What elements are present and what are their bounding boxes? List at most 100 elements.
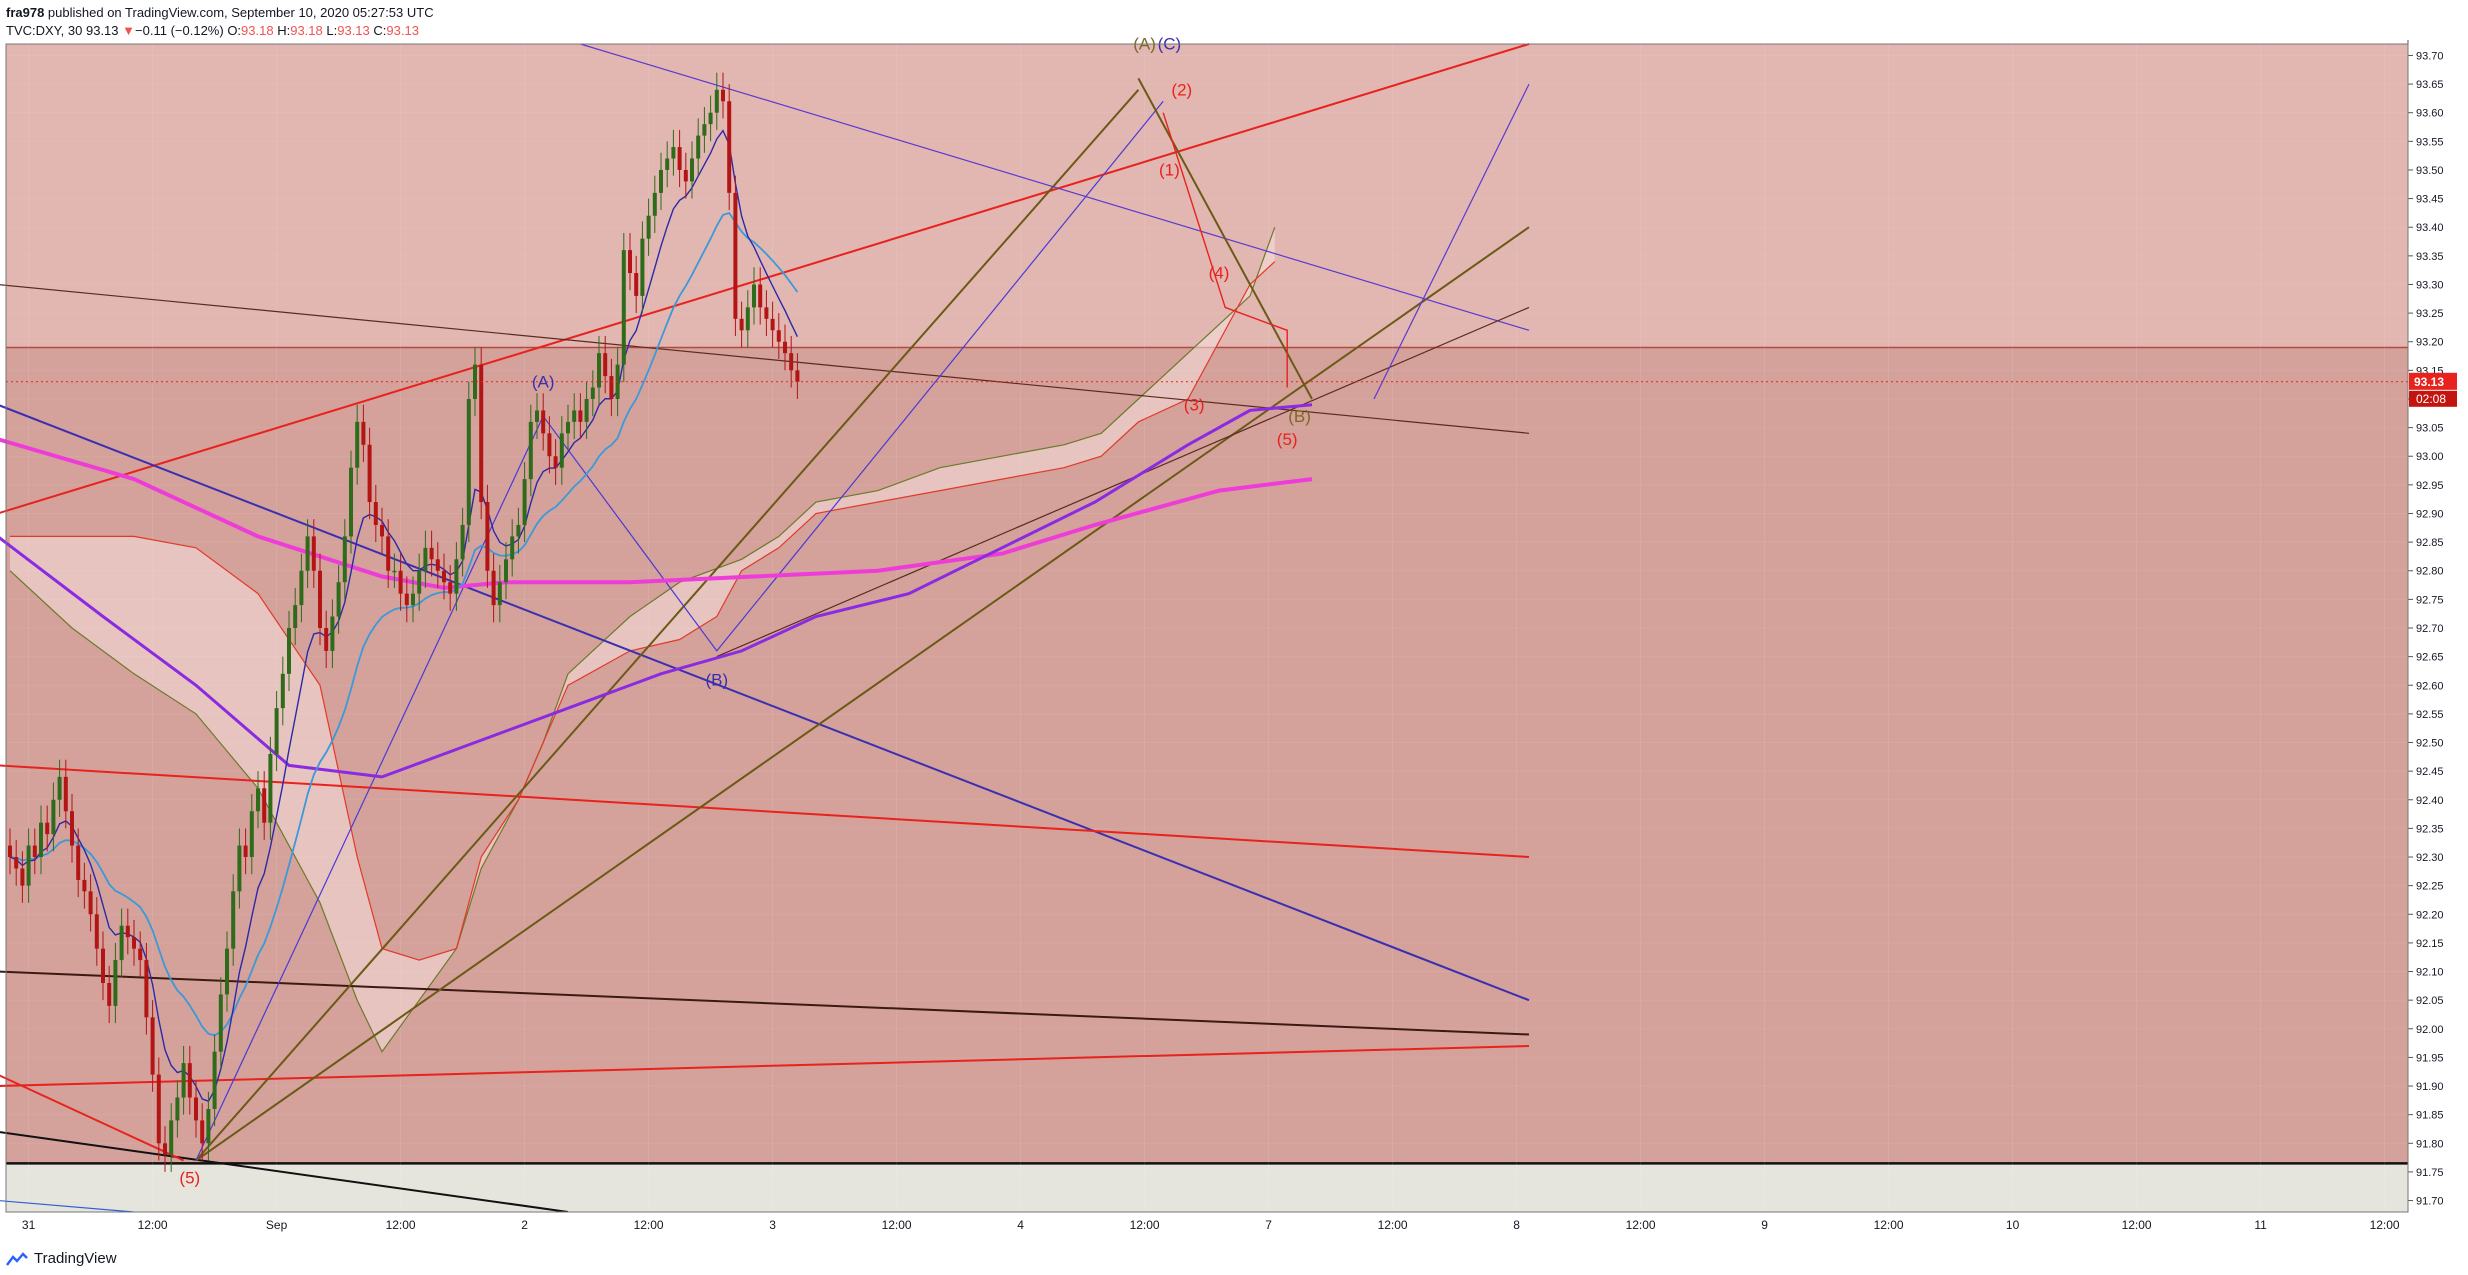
publisher-name[interactable]: fra978 [6,5,45,20]
time-tick-label: 12:00 [1130,1218,1160,1232]
time-tick-label: 3 [769,1218,776,1232]
candle-body [293,605,298,628]
wave-label: (A) [532,373,555,392]
price-tick-label: 92.85 [2416,537,2444,549]
trend-line [195,226,1530,1162]
price-tick-label: 93.60 [2416,108,2444,120]
candle-body [628,250,632,274]
footer-brand[interactable]: TradingView [34,1250,117,1267]
candle-body [367,444,372,503]
candle-body [287,628,291,674]
candle-body [88,891,93,915]
price-tick-label: 92.15 [2416,938,2444,950]
candle-body [435,559,440,571]
chart-header: fra978 published on TradingView.com, Sep… [6,4,434,40]
candle-body [702,124,707,136]
candle-body [745,307,750,331]
price-tick-label: 92.90 [2416,508,2444,520]
price-tick-label: 92.45 [2416,766,2444,778]
price-tick-label: 93.20 [2416,337,2444,349]
price-tick-label: 91.75 [2416,1167,2444,1179]
candle-body [721,89,725,102]
candle-body [466,398,471,525]
candle-body [671,147,676,159]
price-tick-label: 93.40 [2416,222,2444,234]
price-tick-label: 91.95 [2416,1052,2444,1064]
candle-body [125,925,130,938]
candle-body [26,845,31,886]
candle-body [584,398,589,422]
candle-body [398,570,403,594]
candle-body [76,845,81,880]
time-tick-label: 12:00 [1626,1218,1656,1232]
candle-body [206,1108,211,1144]
bg-bottom-zone [6,1163,2408,1212]
candle-body [752,284,756,308]
candle-body [646,215,651,239]
trend-line [0,1074,185,1162]
footer: TradingView [6,1250,117,1267]
candle-body [776,330,781,342]
low-value: 93.13 [337,23,370,38]
candle-body [299,570,304,606]
candle-body [659,169,663,193]
wave-label: (B) [1288,407,1311,426]
candle-body [225,948,229,995]
candle-body [32,845,37,858]
symbol-label[interactable]: TVC:DXY, 30 [6,23,83,38]
candle-body [516,524,521,537]
candle-body [603,353,608,377]
wave-label: (3) [1184,395,1205,414]
trend-line [716,306,1530,658]
cloud-span-a [9,226,1276,1053]
wave-label: (5) [1277,430,1298,449]
tradingview-logo-icon [6,1251,28,1266]
candle-body [758,284,763,308]
price-tick-label: 93.70 [2416,50,2444,62]
candle-body [45,822,50,835]
trend-line [0,404,1530,1002]
wave-path [1137,77,1313,400]
candle-body [57,776,62,800]
channel-line [0,1045,1530,1087]
price-tick-label: 92.65 [2416,652,2444,664]
candle-body [194,1097,198,1121]
candle-body [727,101,732,193]
price-tick-label: 92.20 [2416,909,2444,921]
candle-body [20,868,25,886]
time-tick-label: 12:00 [1874,1218,1904,1232]
candle-body [218,994,223,1052]
candle-body [473,364,477,399]
wave-label: (B) [705,670,728,689]
open-value: 93.18 [241,23,274,38]
time-axis-bg [0,1212,2468,1238]
candle-body [163,1143,167,1155]
candle-body [491,570,496,606]
candle-body [181,1063,186,1098]
candle-body [547,433,552,457]
bg-lower-zone [6,347,2408,1164]
candle-body [566,421,570,434]
candle-body [175,1097,180,1121]
high-value: 93.18 [290,23,323,38]
time-tick-label: 12:00 [882,1218,912,1232]
wave-path [195,100,1164,1161]
candle-body [262,788,267,823]
candle-body [200,1120,205,1144]
candle-body [783,341,787,354]
candle-body [342,536,347,583]
candle-body [373,502,378,525]
time-tick-label: 2 [521,1218,528,1232]
candle-body [119,925,124,961]
candle-body [522,479,527,525]
candle-body [138,948,143,961]
candle-body [39,822,43,858]
wave-label: (1) [1159,161,1180,180]
candle-body [479,364,484,503]
candle-body [528,421,533,480]
low-label: L: [326,23,338,38]
time-tick-label: 7 [1265,1218,1272,1232]
current-price-box [2409,372,2457,390]
price-tick-label: 92.75 [2416,594,2444,606]
